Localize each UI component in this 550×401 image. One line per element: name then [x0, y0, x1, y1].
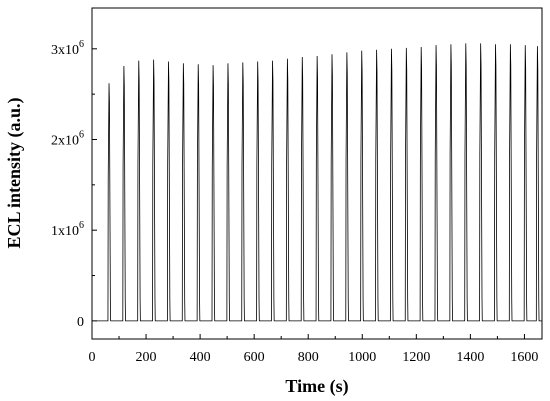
y-axis: 0 1x106 2x106 3x106 [51, 39, 97, 330]
y-axis-title: ECL intensity (a.u.) [4, 97, 25, 248]
y-tick-label: 1x106 [51, 220, 84, 239]
x-tick-label: 600 [244, 350, 265, 365]
x-tick-label: 0 [89, 350, 96, 365]
x-tick-label: 800 [298, 350, 319, 365]
y-tick-label: 2x106 [51, 129, 84, 148]
x-axis-title: Time (s) [285, 376, 348, 397]
x-tick-label: 200 [136, 350, 157, 365]
ecl-trace-line [95, 43, 542, 322]
x-axis: 0 200 400 600 800 1000 1200 1400 1600 [89, 334, 538, 365]
x-tick-label: 400 [190, 350, 211, 365]
x-tick-label: 1600 [510, 350, 538, 365]
x-tick-label: 1400 [456, 350, 484, 365]
plot-area [91, 7, 543, 340]
y-tick-label: 3x106 [51, 39, 84, 58]
x-tick-label: 1000 [348, 350, 376, 365]
x-tick-label: 1200 [402, 350, 430, 365]
plot-frame [91, 7, 543, 340]
y-tick-label: 0 [77, 315, 84, 330]
